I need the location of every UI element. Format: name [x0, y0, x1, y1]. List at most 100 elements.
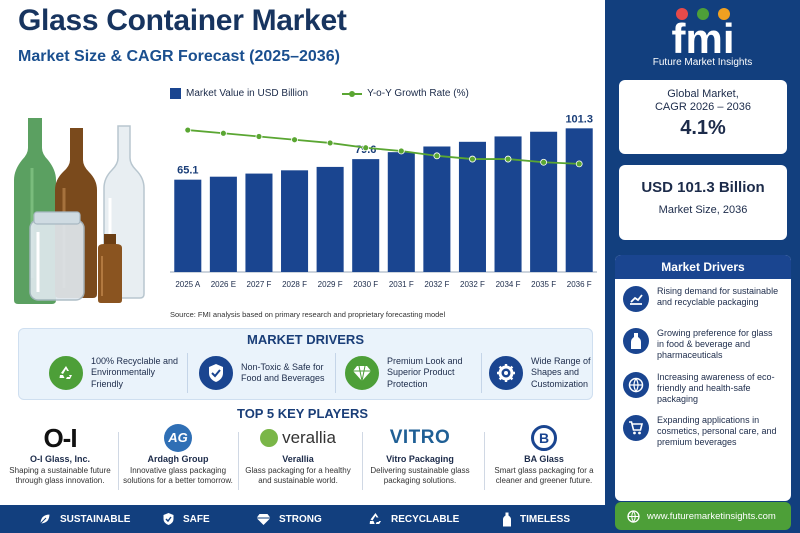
website-url[interactable]: www.futuremarketinsights.com [647, 510, 776, 522]
recycle-icon [369, 513, 381, 524]
growth-point [362, 144, 370, 152]
driver-item: Premium Look and Superior Product Protec… [345, 349, 479, 397]
sidebar-driver-item: Rising demand for sustainable and recycl… [623, 286, 782, 312]
sidebar-driver-text: Growing preference for glass in food & b… [657, 328, 773, 360]
growth-point [291, 136, 298, 144]
x-tick-label: 2032 F [424, 280, 449, 289]
oi-logo: O-I [43, 422, 77, 453]
cagr-label-1: Global Market, [667, 88, 739, 100]
shield-check-icon [199, 356, 233, 390]
footer-item: TIMELESS [502, 505, 570, 533]
market-drivers-sidebar: Market Drivers Rising demand for sustain… [615, 255, 791, 501]
legend-label: Y-o-Y Growth Rate (%) [367, 88, 469, 99]
chart-up-icon [623, 286, 649, 312]
player-card: AG Ardagh Group Innovative glass packagi… [120, 424, 236, 486]
x-tick-label: 2028 F [282, 280, 307, 289]
driver-item: Non-Toxic & Safe for Food and Beverages [199, 349, 333, 397]
bar [209, 176, 237, 272]
market-bar-chart: 2025 A 2026 E 2027 F 2028 F 2029 F 2030 F 2031… [170, 113, 597, 289]
legend-swatch-line [342, 89, 363, 99]
players-heading: TOP 5 KEY PLAYERS [236, 406, 369, 421]
x-tick-label: 2026 E [211, 280, 236, 289]
footer-item: SUSTAINABLE [38, 505, 130, 533]
player-card: VITRO Vitro Packaging Delivering sustain… [362, 424, 478, 486]
page-subtitle: Market Size & CAGR Forecast (2025–2036) [18, 48, 340, 65]
sidebar-driver-text: Rising demand for sustainable and recycl… [657, 286, 779, 307]
diamond-icon [345, 356, 379, 390]
globe-icon [627, 509, 640, 523]
x-tick-label: 2029 F [318, 280, 343, 289]
legend-swatch-bar [170, 88, 181, 99]
globe-icon [623, 372, 649, 398]
growth-point [540, 158, 548, 166]
verallia-logo: verallia [240, 424, 356, 452]
x-tick-label: 2035 F [531, 280, 556, 289]
x-tick-label: 2034 F [496, 280, 521, 289]
divider [238, 432, 239, 490]
glass-bottles-illustration [14, 118, 145, 304]
page-title: Glass Container Market [18, 4, 347, 37]
svg-text:fmi: fmi [671, 15, 734, 56]
growth-point [326, 139, 334, 147]
bar [423, 146, 451, 272]
x-tick-label: 2027 F [247, 280, 272, 289]
market-size-value: USD 101.3 Billion [641, 179, 765, 196]
source-note: Source: FMI analysis based on primary re… [170, 310, 446, 319]
market-drivers-heading: MARKET DRIVERS [246, 332, 364, 347]
player-name: BA Glass [524, 454, 564, 464]
x-tick-label: 2025 A [175, 280, 201, 289]
player-name: Ardagh Group [147, 454, 209, 464]
leaf-icon [39, 513, 51, 525]
sidebar-driver-item: Increasing awareness of eco-friendly and… [623, 372, 782, 405]
data-label: 101.3 [565, 113, 593, 125]
bar [245, 173, 273, 272]
bar [281, 170, 309, 272]
growth-point [433, 152, 441, 160]
cart-icon [623, 415, 649, 441]
divider [118, 432, 119, 490]
sidebar-driver-item: Growing preference for glass in food & b… [623, 328, 782, 361]
growth-point [397, 147, 405, 155]
growth-point [504, 155, 512, 163]
player-name: Vitro Packaging [386, 454, 454, 464]
bar [174, 179, 202, 272]
fmi-tagline: Future Market Insights [652, 57, 753, 68]
footer-item: RECYCLABLE [368, 505, 459, 533]
chart-legend: Market Value in USD Billion Y-o-Y Growth… [170, 88, 495, 99]
sidebar-driver-text: Expanding applications in cosmetics, per… [657, 415, 777, 447]
gear-icon [489, 356, 523, 390]
player-desc: Delivering sustainable glass packaging s… [370, 466, 470, 485]
divider [187, 353, 188, 393]
growth-point [219, 129, 227, 137]
player-name: Verallia [282, 454, 314, 464]
driver-item: Wide Range of Shapes and Customization [489, 349, 611, 397]
x-tick-label: 2032 F [460, 280, 485, 289]
legend-label: Market Value in USD Billion [186, 88, 309, 99]
x-tick-label: 2036 F [567, 280, 592, 289]
market-drivers-sidebar-heading: Market Drivers [615, 255, 791, 279]
bar [565, 128, 593, 272]
cagr-label-2: CAGR 2026 – 2036 [654, 101, 751, 113]
ardagh-logo: AG [120, 424, 236, 452]
driver-text: Wide Range of Shapes and Customization [531, 355, 591, 389]
legend-item-growth: Y-o-Y Growth Rate (%) [342, 88, 469, 99]
bar [458, 141, 486, 272]
driver-text: Non-Toxic & Safe for Food and Beverages [241, 361, 325, 384]
bottle-icon [623, 328, 649, 354]
ba-glass-logo: B [486, 424, 602, 452]
growth-point [469, 155, 476, 163]
market-drivers-panel: MARKET DRIVERS 100% Recyclable and Envir… [18, 328, 593, 400]
player-desc: Glass packaging for a healthy and sustai… [245, 466, 351, 485]
divider [362, 432, 363, 490]
player-desc: Innovative glass packaging solutions for… [123, 466, 233, 485]
sidebar-driver-item: Expanding applications in cosmetics, per… [623, 415, 782, 448]
diamond-icon [256, 513, 271, 525]
cagr-value: 4.1% [680, 117, 726, 139]
x-tick-label: 2031 F [389, 280, 414, 289]
website-link[interactable]: www.futuremarketinsights.com [615, 502, 791, 530]
growth-point [184, 126, 192, 134]
sidebar-driver-text: Increasing awareness of eco-friendly and… [657, 372, 775, 404]
vitro-logo: VITRO [389, 427, 451, 448]
divider [484, 432, 485, 490]
player-card: verallia Verallia Glass packaging for a … [240, 424, 356, 486]
